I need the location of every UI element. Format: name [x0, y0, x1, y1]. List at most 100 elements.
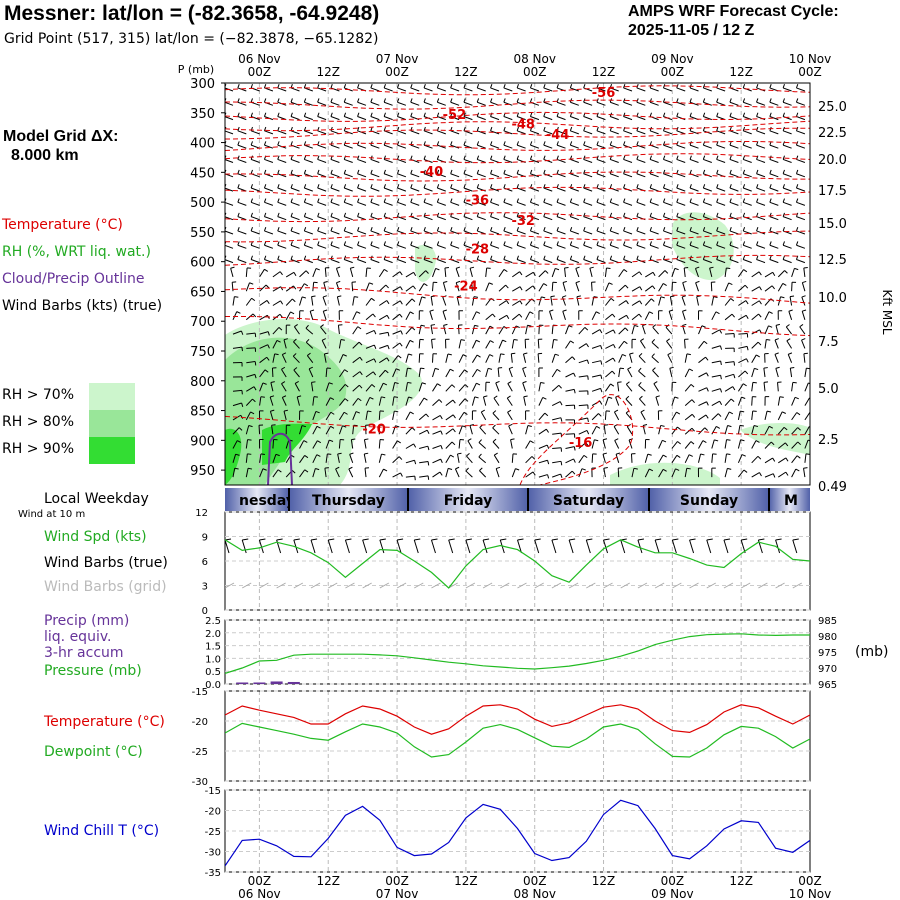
wind-barb-feather — [357, 155, 360, 160]
wind-barb-feather — [742, 98, 746, 103]
wind-barb — [724, 267, 727, 277]
wind-barb — [312, 282, 315, 292]
wind-barb — [543, 201, 553, 206]
wind-barb — [538, 382, 542, 392]
wind-barb — [306, 355, 314, 364]
wind-barb — [365, 358, 375, 364]
wind-barb — [530, 130, 540, 135]
wind-barb-feather — [774, 338, 779, 341]
wind-barb-feather — [290, 98, 293, 103]
wind-barb-feather — [478, 453, 482, 458]
wind-barb-feather — [756, 98, 759, 103]
wind-barb-feather — [370, 169, 373, 174]
wind-barb — [450, 216, 460, 221]
wind-barb-feather — [241, 347, 243, 352]
surface-wind-barb-feather — [328, 538, 335, 541]
wind-barb — [490, 116, 500, 121]
wind-barb-feather — [782, 126, 785, 131]
weekday-label: Saturday — [553, 493, 624, 509]
wind-barb — [663, 101, 673, 106]
wind-barb — [230, 268, 234, 278]
wind-barb — [271, 425, 274, 435]
wind-barb-feather — [768, 325, 773, 328]
wind-barb-feather — [782, 169, 785, 174]
surface-wind-barb — [413, 539, 419, 554]
wind-barb-feather — [609, 241, 613, 246]
wind-barb — [463, 173, 473, 178]
wind-barb-feather — [240, 330, 244, 335]
wind-barb — [304, 201, 313, 206]
wind-barb — [575, 268, 580, 278]
wind-barb — [423, 187, 433, 192]
wind-barb-feather — [689, 155, 692, 160]
wind-barb — [543, 187, 553, 192]
wind-barb — [804, 453, 807, 463]
wind-barb — [525, 440, 531, 449]
wind-barb — [775, 325, 779, 335]
wind-barb — [490, 87, 500, 92]
wind-barb — [418, 296, 423, 306]
wind-barb-feather — [436, 241, 440, 246]
wind-barb — [418, 339, 421, 349]
wind-barb — [743, 201, 752, 206]
wind-barb — [738, 370, 746, 378]
wind-barb-feather — [609, 198, 613, 203]
wind-barb-feather — [569, 226, 573, 232]
wind-barb — [570, 187, 579, 192]
wind-barb — [352, 411, 357, 421]
wind-barb — [636, 173, 646, 178]
wind-barb-feather — [612, 329, 616, 334]
wind-barb — [516, 130, 526, 135]
wind-barb-feather — [250, 169, 253, 174]
wind-barb-feather — [293, 338, 297, 343]
wind-barb — [583, 244, 593, 249]
wind-barb — [552, 432, 562, 435]
legend-cloud-outline: Cloud/Precip Outline — [2, 271, 145, 287]
wind-barb-feather — [717, 413, 722, 417]
wind-barb — [405, 340, 411, 349]
surface-wind-barb — [517, 539, 522, 554]
wind-barb-feather — [569, 126, 573, 131]
wind-barb-feather — [399, 300, 403, 305]
wind-barb-feather — [676, 98, 679, 103]
wind-barb — [703, 187, 712, 192]
wind-barb-feather — [277, 469, 282, 473]
wind-barb — [703, 101, 712, 106]
wind-barb-feather — [330, 226, 333, 232]
wind-barb — [787, 354, 793, 363]
wind-barb — [471, 325, 476, 335]
wind-barb-feather — [436, 184, 440, 189]
wind-barb — [803, 468, 806, 478]
wind-barb — [296, 396, 300, 406]
wind-barb-feather — [779, 396, 784, 398]
wind-barb-feather — [247, 467, 253, 470]
wind-barb-feather — [573, 446, 576, 451]
wind-barb-feather — [623, 141, 626, 146]
wind-barb — [530, 259, 540, 264]
wind-barb-feather — [640, 338, 645, 342]
wind-barb-feather — [411, 427, 416, 431]
wind-barb-feather — [689, 226, 692, 232]
wind-barb — [682, 311, 686, 320]
wind-barb-feather — [439, 471, 443, 476]
wind-barb-feather — [452, 428, 456, 433]
wind-barb — [309, 311, 314, 320]
wind-barb-feather — [252, 398, 256, 403]
wind-barb — [492, 412, 500, 421]
wind-barb — [751, 354, 757, 363]
wind-barb — [751, 341, 759, 349]
wind-barb-feather — [549, 309, 554, 312]
wind-barb-feather — [714, 439, 719, 442]
wind-barb — [304, 230, 313, 235]
wind-barb-feather — [519, 271, 523, 276]
wind-barb-feather — [596, 126, 599, 131]
wind-barb-feather — [492, 438, 497, 443]
wind-barb-feather — [383, 184, 386, 189]
wind-barb-feather — [260, 453, 265, 455]
wind-barb-feather — [476, 241, 480, 246]
surface-wind-barb-feather — [809, 539, 810, 540]
wind-barb — [618, 300, 627, 306]
wind-barb-feather — [655, 395, 660, 398]
wind-barb-feather — [290, 241, 293, 246]
wind-barb — [618, 340, 625, 349]
